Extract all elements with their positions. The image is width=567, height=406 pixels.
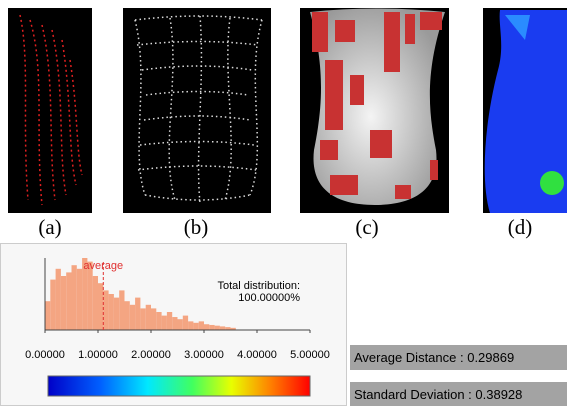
standard-deviation: Standard Deviation : 0.38928 (350, 382, 567, 406)
bar (156, 312, 162, 330)
bar (172, 317, 178, 330)
bar (108, 294, 114, 330)
histogram: 0.00000 1.00000 2.00000 3.00000 4.00000 5.000… (25, 258, 330, 361)
colorbar (47, 375, 311, 397)
bar (145, 304, 151, 330)
x-tick-label: 2.00000 (131, 349, 171, 361)
bar (225, 327, 231, 330)
bar (60, 276, 67, 330)
bar (198, 321, 204, 330)
bar (66, 272, 72, 330)
x-tick-label: 1.00000 (78, 349, 118, 361)
annotation: 100.00000% (238, 292, 300, 304)
bar (166, 312, 173, 330)
panel-d-image (483, 8, 567, 213)
bar (209, 324, 215, 330)
average-label: average (83, 260, 123, 272)
bar (98, 283, 104, 330)
bar (135, 297, 141, 330)
panel-a-image (8, 8, 92, 213)
bar (124, 301, 130, 330)
panel-c-image (300, 8, 449, 213)
panel-b-image (123, 8, 271, 213)
bar (87, 261, 93, 330)
bar (103, 290, 109, 330)
panel-label: (c) (355, 215, 378, 239)
bar (177, 319, 183, 330)
bar (82, 258, 88, 330)
bar (119, 290, 125, 330)
bar (113, 297, 120, 330)
bar (92, 276, 98, 330)
x-tick-label: 4.00000 (237, 349, 277, 361)
average-distance: Average Distance : 0.29869 (350, 345, 567, 370)
bar (45, 301, 51, 330)
bar (204, 324, 210, 330)
bar (55, 268, 61, 330)
bar (161, 315, 167, 330)
x-tick-label: 3.00000 (184, 349, 224, 361)
bar (230, 327, 236, 330)
bar (193, 322, 199, 330)
bar (50, 279, 56, 330)
bar (151, 308, 157, 330)
bar (214, 325, 220, 330)
x-tick-label: 0.00000 (25, 349, 65, 361)
panel-label: (b) (184, 215, 209, 239)
bar (219, 326, 226, 330)
bar (129, 304, 136, 330)
bar (140, 308, 146, 330)
bar (71, 265, 77, 330)
panel-label: (a) (38, 215, 61, 239)
bar (182, 315, 189, 330)
panel-label: (d) (508, 215, 533, 239)
annotation: Total distribution: (217, 280, 300, 292)
bar (188, 321, 194, 330)
bar (76, 268, 83, 330)
x-tick-label: 5.00000 (290, 349, 330, 361)
